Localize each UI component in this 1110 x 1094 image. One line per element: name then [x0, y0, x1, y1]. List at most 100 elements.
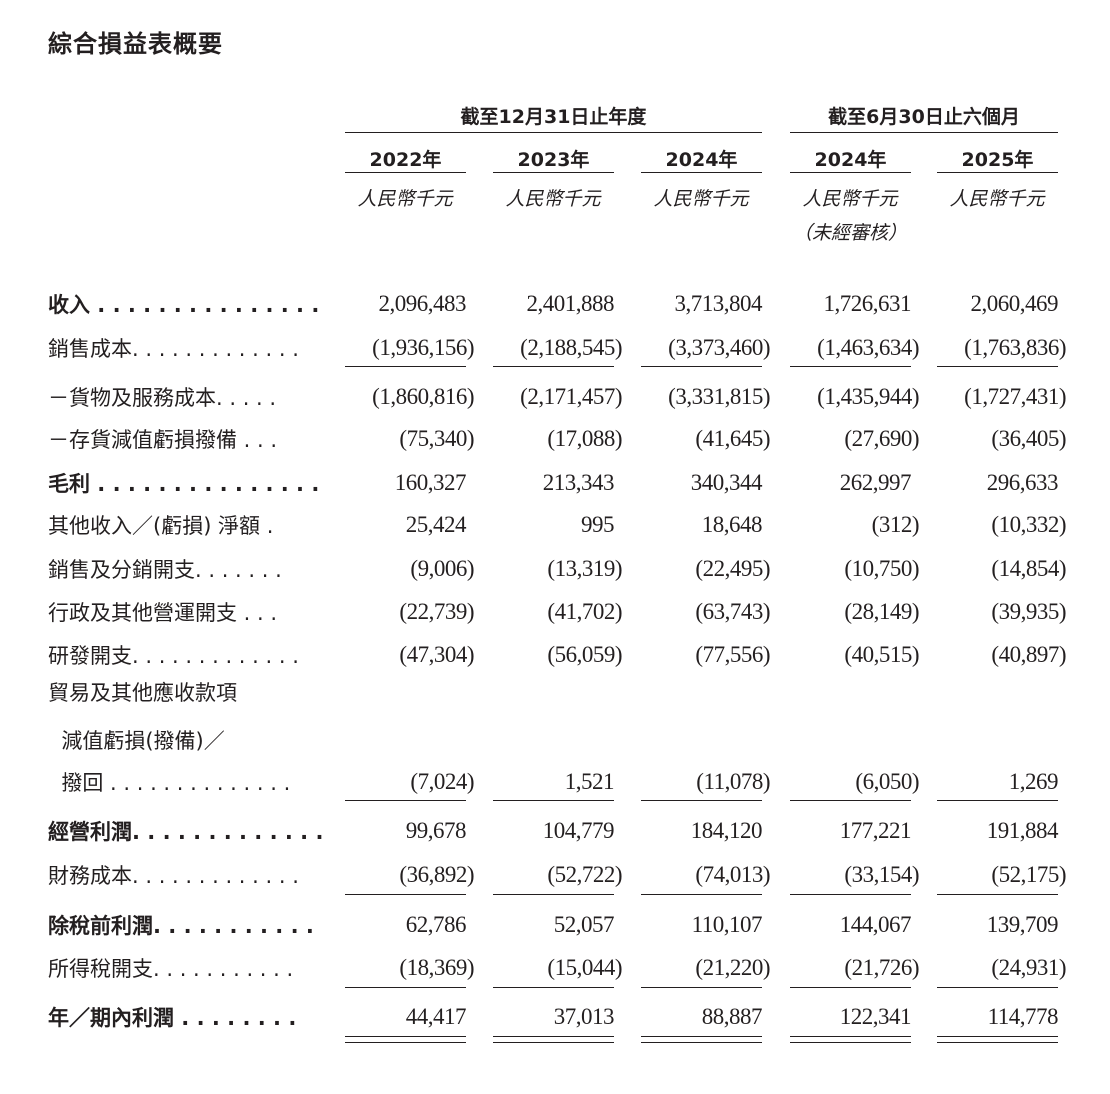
cell-value: (28,149) [844, 599, 919, 624]
cell-value: (3,331,815) [668, 384, 770, 409]
total-rule [641, 800, 762, 801]
page-title: 綜合損益表概要 [48, 30, 223, 58]
cell-value: (52,175) [991, 862, 1066, 887]
cell-value: (7,024) [410, 769, 474, 794]
cell-value: (11,078) [696, 769, 770, 794]
total-rule [641, 987, 762, 988]
column-unit: 人民幣千元 [949, 188, 1045, 210]
divider [345, 172, 466, 173]
row-label: 貿易及其他應收款項 [48, 681, 237, 705]
cell-value: 139,709 [986, 912, 1059, 937]
total-rule [493, 366, 614, 367]
cell-value: (3,373,460) [668, 335, 770, 360]
cell-value: (1,763,836) [964, 335, 1066, 360]
divider [937, 172, 1058, 173]
column-unit: 人民幣千元 [802, 188, 898, 210]
row-label: 財務成本. . . . . . . . . . . . . [48, 864, 299, 888]
cell-value: (1,435,944) [817, 384, 919, 409]
total-rule [790, 366, 911, 367]
column-year: 2023年 [517, 149, 590, 171]
total-rule [937, 1036, 1058, 1037]
cell-value: 2,060,469 [970, 291, 1059, 316]
column-note: （未經審核） [792, 222, 907, 244]
row-label: 銷售成本. . . . . . . . . . . . . [48, 337, 299, 361]
cell-value: (1,860,816) [372, 384, 474, 409]
column-year: 2025年 [961, 149, 1034, 171]
total-rule [345, 366, 466, 367]
cell-value: (56,059) [547, 642, 622, 667]
total-rule [790, 987, 911, 988]
cell-value: 88,887 [701, 1004, 763, 1029]
cell-value: 995 [581, 512, 615, 537]
row-label: 收入 . . . . . . . . . . . . . . . [48, 293, 320, 317]
cell-value: 1,521 [564, 769, 615, 794]
row-label: －貨物及服務成本. . . . . [48, 386, 277, 410]
cell-value: (75,340) [399, 426, 474, 451]
cell-value: (41,702) [547, 599, 622, 624]
cell-value: 296,633 [986, 470, 1059, 495]
cell-value: (41,645) [695, 426, 770, 451]
cell-value: (22,495) [695, 556, 770, 581]
total-rule [345, 800, 466, 801]
cell-value: (14,854) [991, 556, 1066, 581]
total-rule [937, 1042, 1058, 1043]
total-rule [790, 894, 911, 895]
cell-value: (36,405) [991, 426, 1066, 451]
column-unit: 人民幣千元 [357, 188, 453, 210]
total-rule [790, 1036, 911, 1037]
divider [790, 132, 1058, 133]
cell-value: 110,107 [691, 912, 763, 937]
cell-value: 122,341 [839, 1004, 912, 1029]
total-rule [345, 1042, 466, 1043]
cell-value: 99,678 [405, 818, 467, 843]
cell-value: (77,556) [695, 642, 770, 667]
cell-value: 1,726,631 [823, 291, 912, 316]
cell-value: (2,188,545) [520, 335, 622, 360]
cell-value: (1,727,431) [964, 384, 1066, 409]
cell-value: (13,319) [547, 556, 622, 581]
cell-value: 3,713,804 [674, 291, 763, 316]
total-rule [790, 1042, 911, 1043]
cell-value: 1,269 [1008, 769, 1059, 794]
divider [790, 172, 911, 173]
cell-value: 18,648 [701, 512, 763, 537]
row-label: 年／期內利潤 . . . . . . . . [48, 1006, 297, 1030]
cell-value: (63,743) [695, 599, 770, 624]
group-header-annual: 截至12月31日止年度 [460, 106, 647, 128]
row-label: 研發開支. . . . . . . . . . . . . [48, 644, 299, 668]
cell-value: 213,343 [542, 470, 615, 495]
row-label: 經營利潤. . . . . . . . . . . . . [48, 820, 324, 844]
column-year: 2022年 [369, 149, 442, 171]
cell-value: (40,897) [991, 642, 1066, 667]
total-rule [345, 1036, 466, 1037]
cell-value: (21,220) [695, 955, 770, 980]
total-rule [937, 987, 1058, 988]
cell-value: (36,892) [399, 862, 474, 887]
group-header-interim: 截至6月30日止六個月 [828, 106, 1020, 128]
cell-value: (10,750) [844, 556, 919, 581]
total-rule [345, 894, 466, 895]
cell-value: (17,088) [547, 426, 622, 451]
cell-value: 25,424 [405, 512, 467, 537]
column-unit: 人民幣千元 [653, 188, 749, 210]
cell-value: (39,935) [991, 599, 1066, 624]
column-year: 2024年 [814, 149, 887, 171]
total-rule [493, 987, 614, 988]
divider [493, 172, 614, 173]
row-label: 除稅前利潤. . . . . . . . . . . [48, 914, 314, 938]
cell-value: (2,171,457) [520, 384, 622, 409]
total-rule [937, 800, 1058, 801]
cell-value: (74,013) [695, 862, 770, 887]
total-rule [493, 1036, 614, 1037]
total-rule [641, 1042, 762, 1043]
cell-value: 52,057 [553, 912, 615, 937]
column-unit: 人民幣千元 [505, 188, 601, 210]
cell-value: 114,778 [987, 1004, 1059, 1029]
cell-value: 177,221 [839, 818, 912, 843]
cell-value: 104,779 [542, 818, 615, 843]
cell-value: (21,726) [844, 955, 919, 980]
total-rule [493, 894, 614, 895]
cell-value: 62,786 [405, 912, 467, 937]
total-rule [641, 1036, 762, 1037]
